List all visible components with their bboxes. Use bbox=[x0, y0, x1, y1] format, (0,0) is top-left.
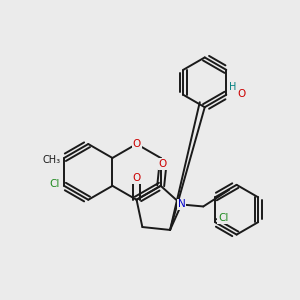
Text: H: H bbox=[229, 82, 237, 92]
Text: Cl: Cl bbox=[218, 213, 228, 223]
Text: CH₃: CH₃ bbox=[42, 155, 60, 165]
Text: Cl: Cl bbox=[50, 179, 60, 189]
Text: O: O bbox=[237, 89, 245, 99]
Text: O: O bbox=[132, 173, 141, 183]
Text: O: O bbox=[132, 139, 141, 149]
Text: O: O bbox=[159, 159, 167, 169]
Text: N: N bbox=[178, 200, 185, 209]
